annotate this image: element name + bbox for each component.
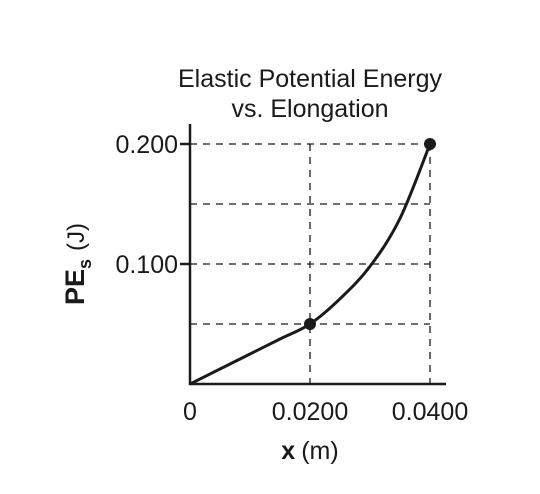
chart-title-line-2: vs. Elongation [231, 95, 388, 123]
tick-labels: 0.100 0.200 0 0.0200 0.0400 [115, 131, 468, 426]
data-points [304, 138, 436, 330]
x-axis-label-symbol: x [281, 437, 295, 465]
y-axis-label-subscript: s [75, 259, 95, 269]
data-point-1 [424, 138, 436, 150]
y-axis-label: PEs (J) [60, 223, 95, 305]
x-tick-label-1: 0.0200 [272, 398, 348, 426]
data-point-0 [304, 318, 316, 330]
y-axis-label-unit: (J) [63, 223, 90, 251]
x-axis-label: x (m) [281, 437, 338, 465]
axes [188, 124, 446, 386]
y-tick-label-0: 0.100 [115, 251, 178, 279]
grid-lines [190, 143, 431, 384]
x-tick-label-2: 0.0400 [392, 398, 468, 426]
y-tick-label-1: 0.200 [115, 131, 178, 159]
x-tick-label-0: 0 [183, 398, 197, 426]
y-axis-label-symbol: PE [60, 269, 90, 305]
x-axis-label-unit: (m) [301, 437, 338, 465]
chart-title-line-1: Elastic Potential Energy [178, 65, 443, 93]
